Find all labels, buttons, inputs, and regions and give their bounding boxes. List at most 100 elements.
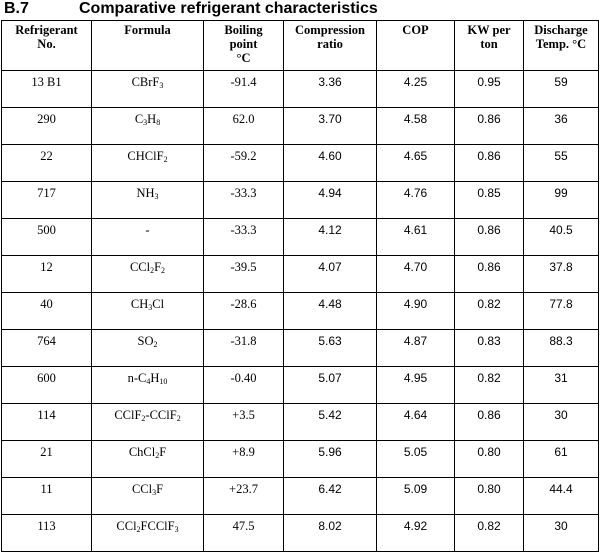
header-discharge-temp: Discharge Temp. °C bbox=[523, 20, 599, 71]
formula-subscript: 2 bbox=[150, 266, 155, 275]
cell-boiling-point: -39.5 bbox=[203, 255, 284, 293]
header-line: Refrigerant bbox=[15, 23, 78, 37]
cell-cop: 4.87 bbox=[376, 329, 455, 367]
header-compression-ratio: Compression ratio bbox=[283, 20, 377, 71]
cell-discharge-temp: 88.3 bbox=[523, 329, 599, 367]
cell-refrigerant-no: 717 bbox=[1, 181, 92, 219]
cell-kw-per-ton: 0.80 bbox=[454, 440, 524, 478]
header-line: Boiling bbox=[224, 23, 263, 37]
cell-formula: - bbox=[91, 218, 204, 256]
cell-boiling-point: -0.40 bbox=[203, 366, 284, 404]
header-line: point bbox=[229, 37, 258, 51]
formula-subscript: 2 bbox=[136, 525, 141, 534]
cell-discharge-temp: 40.5 bbox=[523, 218, 599, 256]
cell-refrigerant-no: 13 B1 bbox=[1, 70, 92, 108]
cell-cop: 4.25 bbox=[376, 70, 455, 108]
cell-kw-per-ton: 0.86 bbox=[454, 255, 524, 293]
cell-compression-ratio: 8.02 bbox=[283, 514, 377, 552]
cell-cop: 4.90 bbox=[376, 292, 455, 330]
cell-cop: 4.70 bbox=[376, 255, 455, 293]
cell-compression-ratio: 3.36 bbox=[283, 70, 377, 108]
cell-compression-ratio: 4.07 bbox=[283, 255, 377, 293]
cell-formula: CHClF2 bbox=[91, 144, 204, 182]
formula-subscript: 2 bbox=[155, 451, 160, 460]
cell-refrigerant-no: 11 bbox=[1, 477, 92, 515]
cell-discharge-temp: 61 bbox=[523, 440, 599, 478]
cell-compression-ratio: 6.42 bbox=[283, 477, 377, 515]
cell-kw-per-ton: 0.80 bbox=[454, 477, 524, 515]
cell-formula: NH3 bbox=[91, 181, 204, 219]
table-row: 13 B1 CBrF3 -91.4 3.36 4.25 0.95 59 bbox=[1, 70, 599, 108]
cell-compression-ratio: 5.07 bbox=[283, 366, 377, 404]
formula-subscript: 8 bbox=[156, 118, 161, 127]
formula-subscript: 2 bbox=[161, 266, 166, 275]
cell-kw-per-ton: 0.85 bbox=[454, 181, 524, 219]
cell-formula: CClF2-CClF2 bbox=[91, 403, 204, 441]
formula-subscript: 3 bbox=[148, 303, 153, 312]
cell-formula: CCl2F2 bbox=[91, 255, 204, 293]
header-line: ton bbox=[480, 37, 498, 51]
cell-compression-ratio: 4.94 bbox=[283, 181, 377, 219]
header-line: Temp. °C bbox=[535, 37, 587, 51]
header-formula: Formula bbox=[91, 20, 204, 71]
table-row: 12 CCl2F2 -39.5 4.07 4.70 0.86 37.8 bbox=[1, 255, 599, 293]
section-heading: B.7 Comparative refrigerant characterist… bbox=[0, 0, 600, 22]
cell-compression-ratio: 5.63 bbox=[283, 329, 377, 367]
cell-kw-per-ton: 0.86 bbox=[454, 218, 524, 256]
formula-subscript: 2 bbox=[176, 414, 181, 423]
cell-boiling-point: +8.9 bbox=[203, 440, 284, 478]
cell-cop: 4.76 bbox=[376, 181, 455, 219]
cell-refrigerant-no: 764 bbox=[1, 329, 92, 367]
header-refrigerant-no: Refrigerant No. bbox=[1, 20, 92, 71]
table-row: 113 CCl2FCClF3 47.5 8.02 4.92 0.82 30 bbox=[1, 514, 599, 552]
cell-cop: 5.09 bbox=[376, 477, 455, 515]
cell-discharge-temp: 30 bbox=[523, 514, 599, 552]
cell-boiling-point: 47.5 bbox=[203, 514, 284, 552]
cell-refrigerant-no: 500 bbox=[1, 218, 92, 256]
cell-compression-ratio: 5.96 bbox=[283, 440, 377, 478]
cell-compression-ratio: 3.70 bbox=[283, 107, 377, 145]
cell-compression-ratio: 4.12 bbox=[283, 218, 377, 256]
table-row: 764 SO2 -31.8 5.63 4.87 0.83 88.3 bbox=[1, 329, 599, 367]
table-row: 114 CClF2-CClF2 +3.5 5.42 4.64 0.86 30 bbox=[1, 403, 599, 441]
cell-refrigerant-no: 600 bbox=[1, 366, 92, 404]
cell-formula: CH3Cl bbox=[91, 292, 204, 330]
cell-boiling-point: -33.3 bbox=[203, 218, 284, 256]
table-body: 13 B1 CBrF3 -91.4 3.36 4.25 0.95 59 290 C3H8 62.0… bbox=[1, 70, 599, 552]
cell-discharge-temp: 30 bbox=[523, 403, 599, 441]
cell-discharge-temp: 55 bbox=[523, 144, 599, 182]
formula-subscript: 3 bbox=[154, 192, 159, 201]
cell-kw-per-ton: 0.82 bbox=[454, 366, 524, 404]
cell-kw-per-ton: 0.86 bbox=[454, 107, 524, 145]
cell-cop: 4.95 bbox=[376, 366, 455, 404]
cell-discharge-temp: 59 bbox=[523, 70, 599, 108]
cell-cop: 4.92 bbox=[376, 514, 455, 552]
cell-kw-per-ton: 0.86 bbox=[454, 144, 524, 182]
cell-discharge-temp: 77.8 bbox=[523, 292, 599, 330]
formula-subscript: 2 bbox=[163, 155, 168, 164]
header-line: Discharge bbox=[534, 23, 588, 37]
cell-cop: 4.61 bbox=[376, 218, 455, 256]
cell-cop: 4.58 bbox=[376, 107, 455, 145]
cell-compression-ratio: 5.42 bbox=[283, 403, 377, 441]
header-line: ratio bbox=[317, 37, 343, 51]
cell-compression-ratio: 4.48 bbox=[283, 292, 377, 330]
cell-boiling-point: -33.3 bbox=[203, 181, 284, 219]
table-row: 717 NH3 -33.3 4.94 4.76 0.85 99 bbox=[1, 181, 599, 219]
cell-kw-per-ton: 0.82 bbox=[454, 514, 524, 552]
cell-formula: CCl2FCClF3 bbox=[91, 514, 204, 552]
refrigerant-table: Refrigerant No. Formula Boiling point °C Compr… bbox=[1, 20, 599, 552]
cell-formula: CCl3F bbox=[91, 477, 204, 515]
header-line: Formula bbox=[124, 23, 171, 37]
cell-formula: ChCl2F bbox=[91, 440, 204, 478]
cell-boiling-point: -59.2 bbox=[203, 144, 284, 182]
header-line: °C bbox=[236, 51, 251, 65]
cell-formula: CBrF3 bbox=[91, 70, 204, 108]
cell-formula: n-C4H10 bbox=[91, 366, 204, 404]
header-kw-per-ton: KW per ton bbox=[454, 20, 524, 71]
formula-subscript: 3 bbox=[152, 488, 157, 497]
cell-kw-per-ton: 0.86 bbox=[454, 403, 524, 441]
table-row: 500- -33.3 4.12 4.61 0.86 40.5 bbox=[1, 218, 599, 256]
cell-refrigerant-no: 40 bbox=[1, 292, 92, 330]
cell-boiling-point: +3.5 bbox=[203, 403, 284, 441]
